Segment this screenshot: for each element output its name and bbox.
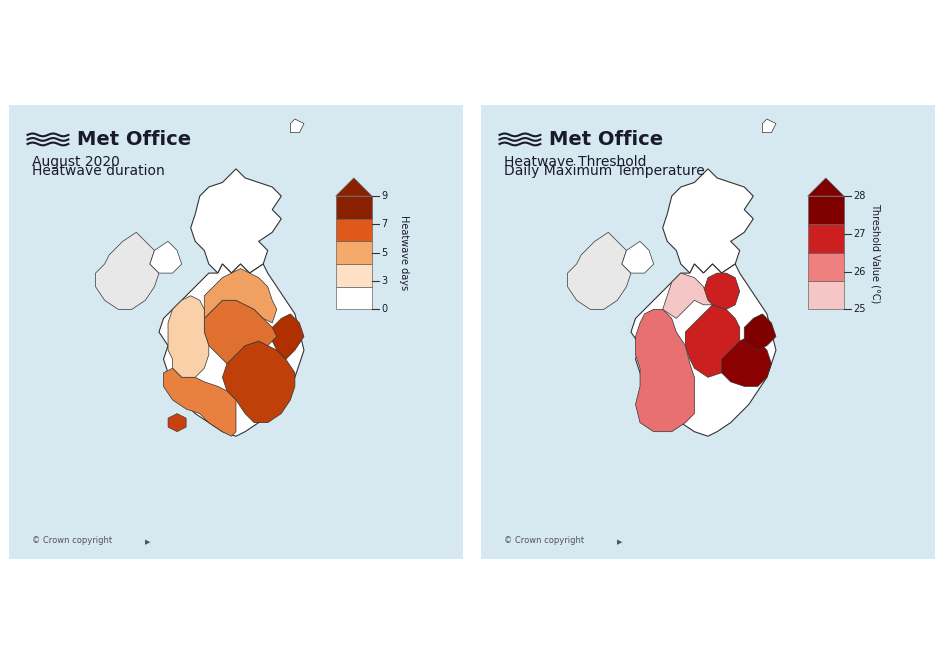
Text: Met Office: Met Office bbox=[549, 130, 664, 149]
Polygon shape bbox=[168, 414, 186, 432]
Polygon shape bbox=[163, 369, 236, 436]
Polygon shape bbox=[663, 169, 753, 273]
Text: 3: 3 bbox=[381, 276, 387, 286]
Text: Threshold Value (°C): Threshold Value (°C) bbox=[870, 203, 881, 303]
Bar bbox=[808, 281, 844, 309]
Polygon shape bbox=[223, 341, 295, 422]
Polygon shape bbox=[95, 232, 159, 309]
Text: 7: 7 bbox=[381, 219, 387, 229]
Text: © Crown copyright: © Crown copyright bbox=[504, 536, 584, 545]
Text: Heatwave days: Heatwave days bbox=[398, 215, 409, 290]
Bar bbox=[336, 196, 372, 218]
Text: 26: 26 bbox=[853, 266, 866, 277]
Polygon shape bbox=[703, 273, 740, 309]
Polygon shape bbox=[622, 242, 653, 273]
Text: 25: 25 bbox=[853, 304, 866, 314]
Text: Heatwave Threshold: Heatwave Threshold bbox=[504, 155, 647, 169]
Polygon shape bbox=[744, 314, 776, 350]
Polygon shape bbox=[635, 309, 695, 432]
Polygon shape bbox=[685, 305, 740, 377]
Bar bbox=[336, 242, 372, 264]
Text: Met Office: Met Office bbox=[77, 130, 192, 149]
Text: 5: 5 bbox=[381, 248, 387, 258]
Text: ▶: ▶ bbox=[617, 539, 623, 545]
Bar bbox=[808, 196, 844, 224]
Bar bbox=[808, 224, 844, 253]
Text: Heatwave duration: Heatwave duration bbox=[32, 164, 165, 178]
Text: © Crown copyright: © Crown copyright bbox=[32, 536, 112, 545]
Polygon shape bbox=[272, 314, 304, 359]
Polygon shape bbox=[721, 337, 771, 386]
Polygon shape bbox=[663, 273, 713, 319]
Text: 28: 28 bbox=[853, 191, 866, 201]
Polygon shape bbox=[204, 268, 277, 323]
Text: Daily Maximum Temperature: Daily Maximum Temperature bbox=[504, 164, 705, 178]
Polygon shape bbox=[631, 264, 776, 436]
Text: 9: 9 bbox=[381, 191, 387, 201]
Polygon shape bbox=[168, 295, 209, 377]
Polygon shape bbox=[808, 178, 844, 196]
Text: ▶: ▶ bbox=[145, 539, 151, 545]
Text: 0: 0 bbox=[381, 304, 387, 314]
Polygon shape bbox=[191, 169, 281, 273]
Polygon shape bbox=[291, 119, 304, 133]
Bar bbox=[336, 264, 372, 287]
Polygon shape bbox=[567, 232, 631, 309]
Polygon shape bbox=[204, 300, 277, 364]
Bar bbox=[336, 287, 372, 309]
Polygon shape bbox=[159, 264, 304, 436]
Text: 27: 27 bbox=[853, 229, 866, 239]
Polygon shape bbox=[336, 178, 372, 196]
Text: August 2020: August 2020 bbox=[32, 155, 120, 169]
Polygon shape bbox=[763, 119, 776, 133]
Bar bbox=[336, 218, 372, 242]
Polygon shape bbox=[150, 242, 181, 273]
Bar bbox=[808, 253, 844, 281]
